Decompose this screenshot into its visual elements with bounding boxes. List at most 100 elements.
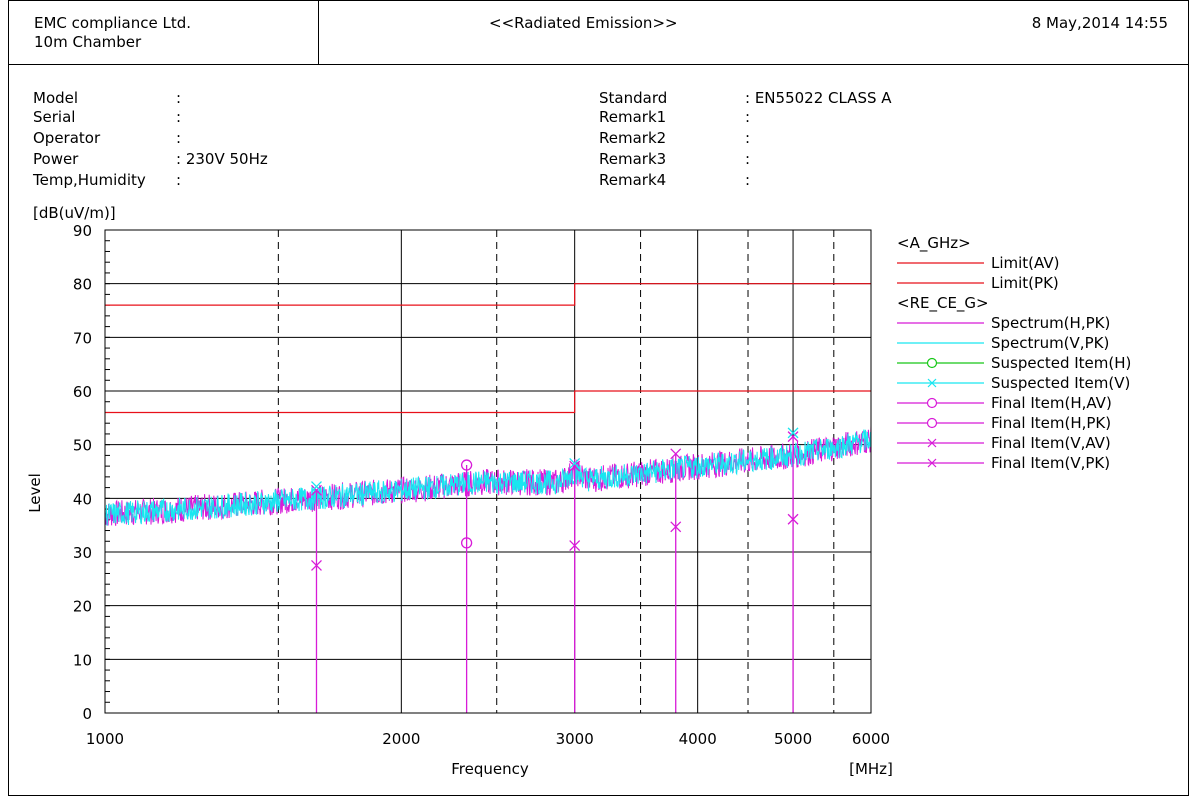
info-value-remark3: : — [745, 150, 751, 168]
x-tick-label: 6000 — [852, 730, 890, 748]
final-item-v-pk — [787, 431, 799, 443]
info-label-remark4: Remark4 — [599, 171, 667, 189]
info-label-remark1: Remark1 — [599, 108, 667, 126]
legend-group-title: <RE_CE_G> — [897, 294, 989, 313]
final-item-v-av — [311, 559, 322, 571]
legend-marker-stroke — [927, 378, 937, 388]
final-item-v-pk-stroke — [670, 448, 682, 460]
y-axis-title: Level — [26, 473, 44, 513]
info-label-remark2: Remark2 — [599, 129, 667, 147]
y-tick-label: 30 — [73, 544, 92, 562]
legend-item-label: Suspected Item(V) — [991, 374, 1130, 392]
legend-item-label: Suspected Item(H) — [991, 354, 1131, 372]
limit-line — [105, 390, 871, 414]
info-value-model: : — [176, 89, 182, 107]
y-tick-label: 10 — [73, 651, 92, 669]
final-item-v-av — [569, 540, 581, 552]
legend-item-label: Limit(PK) — [991, 274, 1059, 292]
final-item-v-pk — [311, 484, 322, 496]
y-tick-label: 60 — [73, 383, 92, 401]
x-tick-label: 1000 — [86, 730, 124, 748]
final-item-v-pk — [670, 448, 682, 460]
info-value-serial: : — [176, 108, 182, 126]
report-datetime: 8 May,2014 14:55 — [1031, 14, 1168, 32]
x-tick-label: 3000 — [556, 730, 594, 748]
legend-marker-x — [927, 458, 937, 468]
x-unit-label: [MHz] — [849, 760, 893, 778]
spectrum-v-pk — [104, 429, 872, 526]
suspected-item-v-stroke — [569, 457, 581, 469]
y-tick-label: 90 — [73, 222, 92, 240]
info-value-power: : 230V 50Hz — [176, 150, 268, 168]
final-item-v-av-stroke — [311, 559, 322, 571]
legend-item-label: Spectrum(H,PK) — [991, 314, 1110, 332]
suspected-item-v — [569, 457, 581, 469]
info-label-standard: Standard — [599, 89, 668, 107]
final-item-v-pk-stroke — [569, 460, 581, 472]
x-tick-label: 4000 — [679, 730, 717, 748]
x-axis-title: Frequency — [451, 760, 529, 778]
y-tick-label: 50 — [73, 437, 92, 455]
info-label-serial: Serial — [33, 108, 76, 126]
suspected-item-v — [787, 427, 799, 439]
legend-item-label: Spectrum(V,PK) — [991, 334, 1109, 352]
x-ticks: 1000 2000 3000 4000 5000 6000 — [86, 730, 890, 748]
limit-line — [105, 283, 871, 306]
info-value-operator: : — [176, 129, 182, 147]
legend-marker-stroke — [927, 458, 937, 468]
company-box — [8, 0, 319, 65]
legend-item-label: Final Item(V,PK) — [991, 454, 1110, 472]
final-item-v-av-stroke — [569, 540, 581, 552]
x-tick-label: 2000 — [382, 730, 420, 748]
info-value-standard: : EN55022 CLASS A — [745, 89, 892, 107]
y-tick-label: 70 — [73, 329, 92, 347]
info-label-remark3: Remark3 — [599, 150, 667, 168]
info-label-power: Power — [33, 150, 79, 168]
legend-group-title: <A_GHz> — [897, 234, 971, 253]
y-tick-label: 40 — [73, 490, 92, 508]
info-label-temp: Temp,Humidity — [33, 171, 146, 189]
final-item-h-av — [460, 537, 473, 549]
item-markers — [311, 427, 799, 713]
final-item-h-pk — [460, 459, 473, 471]
limit-lines — [105, 283, 871, 414]
y-ticks: 0 10 20 30 40 50 60 70 80 90 — [73, 222, 110, 723]
legend: <A_GHz>Limit(AV)Limit(PK)<RE_CE_G>Spectr… — [897, 234, 1131, 472]
legend-marker-stroke — [927, 438, 937, 448]
final-item-v-av-stroke — [670, 521, 682, 533]
final-item-v-pk-stroke — [311, 484, 322, 496]
legend-item-label: Final Item(H,PK) — [991, 414, 1111, 432]
legend-marker-circle — [926, 417, 938, 429]
suspected-item-v — [311, 481, 322, 492]
y-tick-label: 0 — [82, 705, 92, 723]
info-value-remark4: : — [745, 171, 751, 189]
final-item-v-av — [787, 513, 799, 525]
chamber-name: 10m Chamber — [34, 33, 142, 51]
suspected-item-v-stroke — [787, 427, 799, 439]
final-item-v-av — [670, 521, 682, 533]
y-tick-label: 20 — [73, 598, 92, 616]
y-tick-label: 80 — [73, 276, 92, 294]
legend-marker-circle — [926, 397, 938, 409]
info-label-model: Model — [33, 89, 79, 107]
info-label-operator: Operator — [33, 129, 101, 147]
info-value-temp: : — [176, 171, 182, 189]
report-title: <<Radiated Emission>> — [489, 14, 678, 32]
final-item-v-pk-stroke — [787, 431, 799, 443]
info-value-remark2: : — [745, 129, 751, 147]
spectrum-traces — [104, 425, 872, 526]
final-item-v-pk — [569, 460, 581, 472]
legend-marker-circle — [926, 357, 938, 369]
y-unit-label: [dB(uV/m)] — [33, 204, 116, 222]
legend-marker-x — [927, 378, 937, 388]
legend-item-label: Final Item(H,AV) — [991, 394, 1112, 412]
legend-item-label: Limit(AV) — [991, 254, 1059, 272]
suspected-item-v-stroke — [311, 481, 322, 492]
company-name: EMC compliance Ltd. — [34, 14, 192, 32]
final-item-v-av-stroke — [787, 513, 799, 525]
legend-marker-x — [927, 438, 937, 448]
info-value-remark1: : — [745, 108, 751, 126]
plot-border — [104, 229, 872, 714]
